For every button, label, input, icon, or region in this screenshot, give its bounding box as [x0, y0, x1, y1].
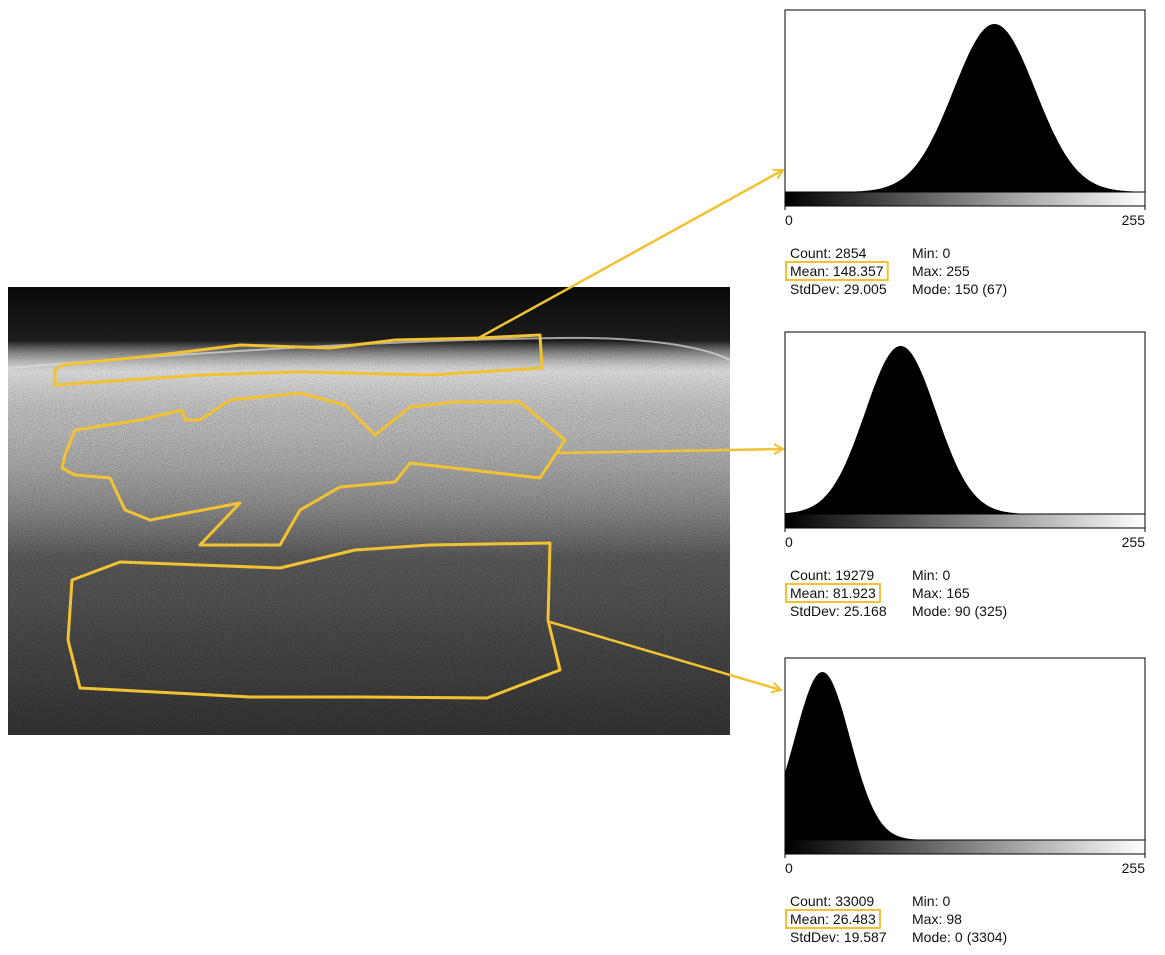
stat-text: Count:2854 [790, 245, 867, 261]
stat-value: (67) [982, 281, 1007, 297]
stat-label: Count: [790, 245, 831, 261]
x-tick-label: 0 [785, 860, 793, 876]
stat-text: Mode:150(67) [912, 281, 1007, 297]
stat-label: Mean: [790, 911, 829, 927]
stat-text: StdDev:19.587 [790, 929, 887, 945]
stat-text: Mode:0(3304) [912, 929, 1007, 945]
stat-value: 19279 [835, 567, 874, 583]
stat-label: Max: [912, 585, 942, 601]
stat-label: StdDev: [790, 929, 840, 945]
stat-label: Mean: [790, 585, 829, 601]
stat-value: 29.005 [844, 281, 887, 297]
gray-scale-bar [785, 514, 1145, 528]
stat-value: 148.357 [833, 263, 884, 279]
stat-value: 19.587 [844, 929, 887, 945]
stat-value: (325) [975, 603, 1008, 619]
stat-label: Mode: [912, 603, 951, 619]
stat-label: Mean: [790, 263, 829, 279]
stat-value: 81.923 [833, 585, 876, 601]
x-tick-label: 255 [1122, 212, 1146, 228]
stat-value: 0 [955, 929, 963, 945]
stat-label: Mode: [912, 281, 951, 297]
stat-text: StdDev:25.168 [790, 603, 887, 619]
stat-text: Mode:90(325) [912, 603, 1007, 619]
oct-image [8, 287, 730, 735]
stat-text: Min:0 [912, 245, 950, 261]
x-tick-label: 0 [785, 212, 793, 228]
stat-text: Max:165 [912, 585, 970, 601]
stat-value: (3304) [967, 929, 1007, 945]
stat-value: 33009 [835, 893, 874, 909]
stat-label: Count: [790, 893, 831, 909]
stat-value: 26.483 [833, 911, 876, 927]
figure: 0255Count:2854Min:0Mean:148.357Max:255St… [0, 0, 1165, 955]
stat-text: Mean:81.923 [790, 585, 876, 601]
stat-label: StdDev: [790, 603, 840, 619]
stat-label: StdDev: [790, 281, 840, 297]
stat-value: 2854 [835, 245, 866, 261]
stat-value: 98 [946, 911, 962, 927]
gray-scale-bar [785, 840, 1145, 854]
stat-text: Mean:148.357 [790, 263, 884, 279]
stat-value: 90 [955, 603, 971, 619]
stat-text: Max:98 [912, 911, 962, 927]
stat-label: Min: [912, 893, 938, 909]
stat-label: Mode: [912, 929, 951, 945]
stat-text: Count:33009 [790, 893, 874, 909]
stat-value: 0 [942, 567, 950, 583]
stat-text: Mean:26.483 [790, 911, 876, 927]
stat-text: Min:0 [912, 893, 950, 909]
stat-label: Max: [912, 263, 942, 279]
stat-value: 0 [942, 893, 950, 909]
stat-label: Max: [912, 911, 942, 927]
stat-text: Max:255 [912, 263, 970, 279]
gray-scale-bar [785, 192, 1145, 206]
stat-value: 165 [946, 585, 970, 601]
stat-value: 150 [955, 281, 979, 297]
stat-label: Min: [912, 245, 938, 261]
x-tick-label: 255 [1122, 534, 1146, 550]
stat-label: Count: [790, 567, 831, 583]
stat-text: Min:0 [912, 567, 950, 583]
x-tick-label: 255 [1122, 860, 1146, 876]
stat-value: 0 [942, 245, 950, 261]
x-tick-label: 0 [785, 534, 793, 550]
stat-value: 255 [946, 263, 970, 279]
stat-label: Min: [912, 567, 938, 583]
stat-value: 25.168 [844, 603, 887, 619]
stat-text: Count:19279 [790, 567, 874, 583]
stat-text: StdDev:29.005 [790, 281, 887, 297]
